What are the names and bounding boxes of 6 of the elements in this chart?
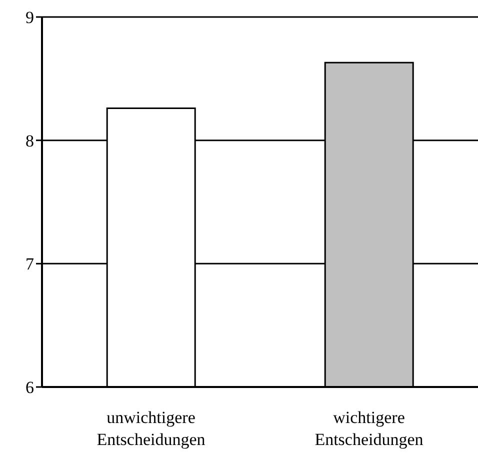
y-tick-label: 6 <box>26 378 34 398</box>
y-tick-label: 7 <box>26 254 34 274</box>
y-tick-label: 8 <box>26 131 34 150</box>
x-tick-label: wichtigere Entscheidungen <box>314 408 424 449</box>
y-tick-label: 9 <box>26 8 34 28</box>
x-tick-label: unwichtigere Entscheidungen <box>96 408 206 449</box>
